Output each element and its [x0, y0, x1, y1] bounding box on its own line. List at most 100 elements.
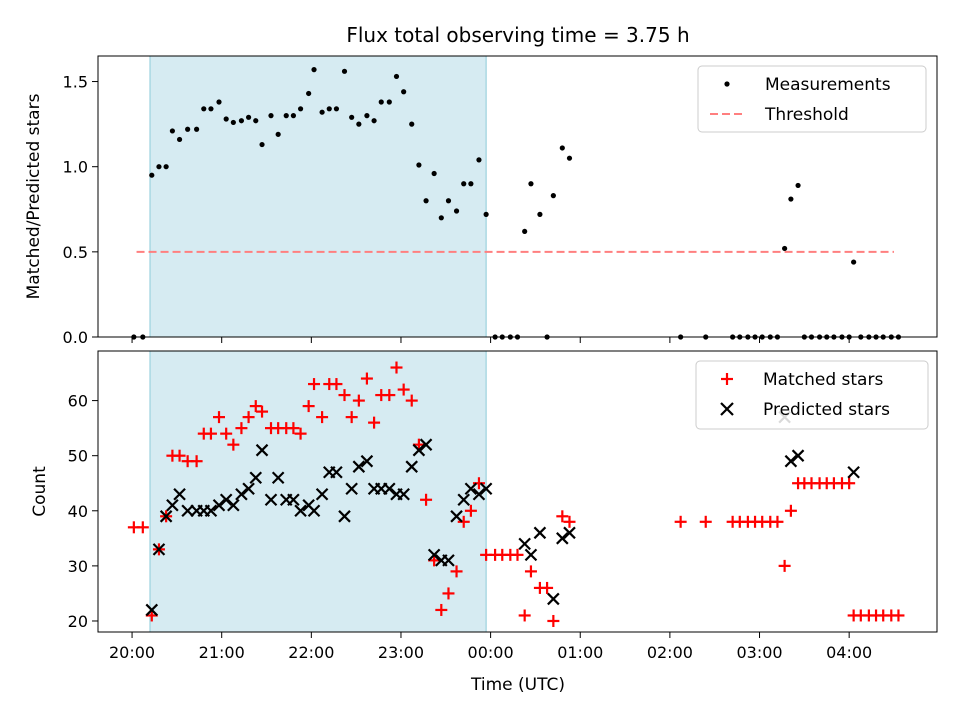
y-tick-label: 0.0 — [63, 328, 88, 347]
measurement-point — [223, 116, 229, 122]
predicted-star-point — [159, 510, 173, 523]
legend-label-predicted: Predicted stars — [763, 400, 890, 420]
y-tick-label: 20 — [68, 612, 88, 631]
measurement-point — [401, 89, 407, 95]
predicted-star-point — [294, 504, 307, 518]
x-marker-b — [450, 510, 463, 523]
measurement-point — [230, 119, 236, 126]
measurement-point — [297, 106, 304, 112]
matched-star-point — [511, 548, 524, 561]
measurement-point — [341, 68, 348, 74]
x-marker-b — [419, 438, 433, 451]
predicted-star-point — [330, 465, 343, 479]
x-marker-b — [166, 498, 179, 512]
matched-star-point — [843, 477, 856, 490]
x-marker-b — [227, 498, 240, 512]
measurement-point — [483, 211, 489, 217]
chart-title: Flux total observing time = 3.75 h — [346, 23, 689, 47]
x-tick-label: 21:00 — [199, 643, 245, 662]
x-marker-b — [345, 482, 358, 496]
predicted-star-point — [227, 498, 240, 512]
x-marker-b — [464, 482, 478, 496]
matched-star-point — [518, 609, 531, 622]
measurement-point — [409, 121, 415, 127]
predicted-star-point — [524, 548, 538, 562]
measurement-point — [268, 113, 274, 119]
measurement-point — [253, 118, 259, 124]
matched-star-point — [294, 427, 307, 440]
matched-star-point — [563, 515, 576, 528]
x-marker-b — [235, 487, 248, 501]
predicted-star-point — [479, 482, 493, 496]
matched-star-point — [256, 405, 269, 418]
measurement-point — [283, 113, 289, 119]
measurement-point — [522, 228, 528, 235]
predicted-star-point — [556, 532, 569, 545]
predicted-star-point — [472, 487, 486, 501]
x-marker-b — [397, 487, 410, 501]
measurement-point — [453, 208, 460, 214]
ratio-panel-y-axis: 0.0 0.5 1.0 1.5 — [63, 73, 98, 347]
measurement-point — [445, 198, 452, 204]
matched-star-point — [204, 427, 217, 440]
matched-star-point — [524, 565, 537, 578]
matched-star-point — [784, 504, 797, 517]
matched-star-point — [420, 493, 433, 506]
x-marker-b — [249, 471, 263, 485]
x-marker-b — [383, 482, 396, 496]
count-panel-x-axis: 20:00 21:00 22:00 23:00 00:00 01:00 02:00 03:00… — [109, 632, 872, 662]
matched-star-point — [220, 427, 233, 440]
measurement-point — [349, 114, 355, 120]
x-marker-b — [330, 465, 343, 479]
x-tick-label: 03:00 — [736, 643, 782, 662]
predicted-star-point — [235, 487, 248, 501]
x-marker-b — [457, 493, 470, 507]
x-tick-label: 00:00 — [468, 643, 514, 662]
measurement-point — [238, 118, 245, 124]
legend-frame — [697, 65, 927, 133]
x-marker-b — [442, 554, 455, 567]
y-tick-label: 0.5 — [63, 243, 88, 262]
matched-star-point — [302, 400, 315, 413]
y-tick-label: 40 — [68, 502, 88, 521]
predicted-star-point — [518, 537, 531, 551]
predicted-star-point — [271, 471, 285, 485]
measurement-point — [782, 245, 788, 252]
x-tick-label: 22:00 — [288, 643, 334, 662]
measurement-point — [386, 99, 392, 105]
x-marker-b — [472, 487, 486, 501]
ratio-panel-ylabel: Matched/Predicted stars — [24, 93, 44, 299]
measurement-point — [245, 114, 252, 120]
predicted-star-point — [307, 504, 321, 518]
matched-star-point — [541, 581, 554, 594]
matched-star-point — [435, 603, 448, 616]
predicted-star-point — [152, 543, 166, 556]
matched-star-point — [308, 378, 321, 391]
x-marker-b — [242, 482, 255, 496]
matched-star-point — [316, 411, 329, 424]
x-marker-b — [271, 471, 285, 485]
legend-label-measurements: Measurements — [765, 75, 891, 95]
predicted-star-point — [405, 460, 419, 473]
measurement-point — [537, 211, 543, 217]
legend-label-matched: Matched stars — [763, 370, 883, 390]
predicted-star-point — [212, 498, 226, 512]
measurement-point — [333, 106, 340, 112]
measurement-point — [795, 182, 801, 189]
measurement-point — [566, 155, 573, 161]
x-marker-b — [556, 532, 569, 545]
count-panel-frame — [97, 350, 938, 633]
legend-label-threshold: Threshold — [764, 105, 849, 125]
x-marker-b — [518, 537, 531, 551]
matched-stars-series — [127, 361, 905, 627]
measurement-point — [311, 67, 317, 73]
matched-star-point — [242, 411, 255, 424]
ratio-panel-frame — [97, 55, 938, 338]
predicted-star-point — [457, 493, 470, 507]
matched-star-point — [345, 411, 358, 424]
measurement-point — [259, 141, 265, 148]
x-marker-b — [338, 510, 351, 523]
matched-star-point — [368, 416, 381, 429]
x-marker-b — [181, 504, 194, 518]
